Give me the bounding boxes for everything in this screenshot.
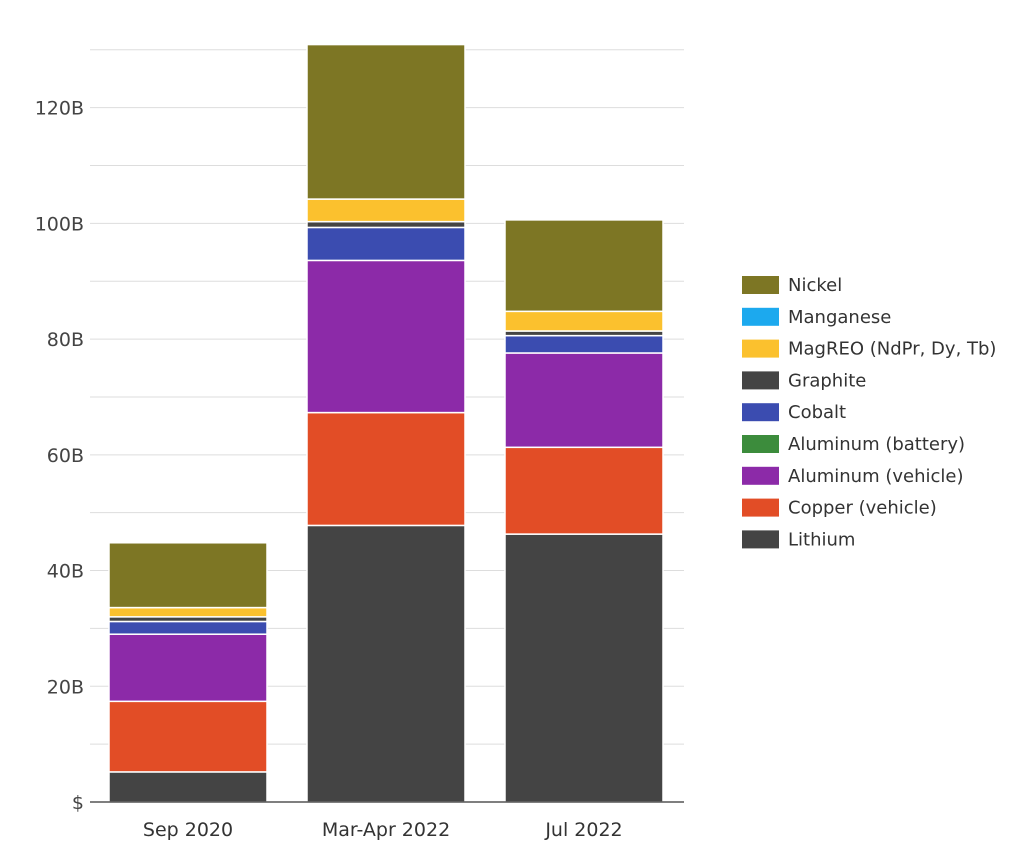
y-tick-label: 80B <box>47 329 84 351</box>
y-tick-label: 20B <box>47 676 84 698</box>
legend-swatch <box>742 371 779 390</box>
bar-segment-nickel-jul-2022 <box>504 219 664 313</box>
legend-swatch <box>742 339 779 358</box>
legend-label: Aluminum (vehicle) <box>788 466 963 487</box>
legend-item-copper-vehicle: Copper (vehicle) <box>742 498 937 519</box>
y-tick-label: 40B <box>47 561 84 583</box>
legend-label: MagREO (NdPr, Dy, Tb) <box>788 339 996 360</box>
legend-label: Manganese <box>788 307 891 328</box>
bar-segment-magreo-ndpr-dy-tb-jul-2022 <box>504 310 664 332</box>
legend-item-magreo-ndpr-dy-tb: MagREO (NdPr, Dy, Tb) <box>742 339 996 360</box>
legend: Nickel Manganese MagREO (NdPr, Dy, Tb) Grap… <box>742 275 996 550</box>
legend-item-aluminum-vehicle: Aluminum (vehicle) <box>742 466 963 487</box>
legend-label: Graphite <box>788 370 866 391</box>
legend-label: Lithium <box>788 529 855 550</box>
legend-swatch <box>742 403 779 422</box>
axes: $20B 40B 60B 80B 100B 120B Sep 2020 Mar-Apr 202… <box>35 98 684 841</box>
y-tick-label: 120B <box>35 98 84 120</box>
x-tick-label: Mar-Apr 2022 <box>322 819 450 841</box>
bar-segment-magreo-ndpr-dy-tb-sep-2020 <box>108 606 268 618</box>
bar-segment-graphite-mar-apr-2022 <box>306 220 466 229</box>
legend-item-nickel: Nickel <box>742 275 842 296</box>
bar-segment-copper-vehicle-sep-2020 <box>108 700 268 773</box>
legend-label: Copper (vehicle) <box>788 498 937 519</box>
legend-swatch <box>742 498 779 517</box>
bar-segment-cobalt-mar-apr-2022 <box>306 226 466 262</box>
y-tick-label: $ <box>72 792 84 814</box>
bar-segment-cobalt-jul-2022 <box>504 334 664 354</box>
legend-item-cobalt: Cobalt <box>742 402 846 423</box>
legend-swatch <box>742 530 779 549</box>
legend-label: Aluminum (battery) <box>788 434 965 455</box>
bar-segment-aluminum-vehicle-jul-2022 <box>504 352 664 449</box>
x-tick-label: Jul 2022 <box>544 819 622 841</box>
bar-segment-nickel-mar-apr-2022 <box>306 43 466 200</box>
legend-swatch <box>742 276 779 294</box>
bar-segment-lithium-jul-2022 <box>504 533 664 803</box>
bar-segment-aluminum-vehicle-sep-2020 <box>108 633 268 703</box>
bar-segment-copper-vehicle-mar-apr-2022 <box>306 411 466 527</box>
legend-item-graphite: Graphite <box>742 370 866 391</box>
bars <box>108 43 664 803</box>
y-tick-label: 100B <box>35 213 84 235</box>
legend-item-aluminum-battery: Aluminum (battery) <box>742 434 965 455</box>
legend-item-manganese: Manganese <box>742 307 891 328</box>
legend-swatch <box>742 466 779 485</box>
bar-segment-cobalt-sep-2020 <box>108 620 268 635</box>
legend-item-lithium: Lithium <box>742 529 855 550</box>
bar-segment-copper-vehicle-jul-2022 <box>504 446 664 535</box>
bar-segment-magreo-ndpr-dy-tb-mar-apr-2022 <box>306 198 466 223</box>
bar-segment-lithium-sep-2020 <box>108 771 268 803</box>
legend-swatch <box>742 435 779 453</box>
bar-segment-nickel-sep-2020 <box>108 542 268 609</box>
bar-segment-aluminum-vehicle-mar-apr-2022 <box>306 259 466 414</box>
legend-swatch <box>742 307 779 326</box>
legend-label: Nickel <box>788 275 842 296</box>
legend-label: Cobalt <box>788 402 846 423</box>
bar-segment-lithium-mar-apr-2022 <box>306 524 466 803</box>
x-tick-label: Sep 2020 <box>143 819 233 841</box>
y-tick-label: 60B <box>47 445 84 467</box>
